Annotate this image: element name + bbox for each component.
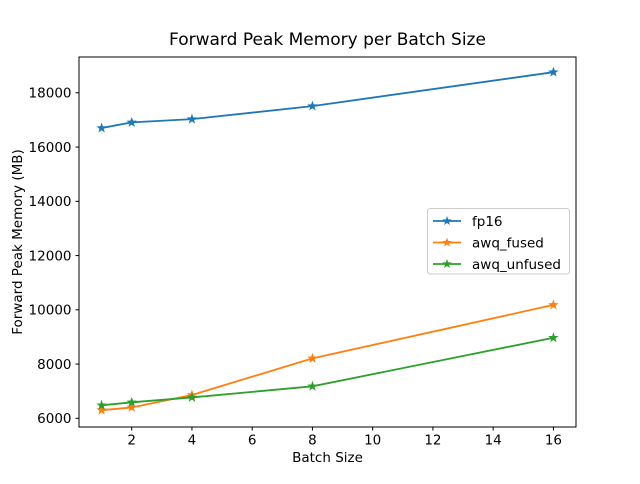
data-point-marker-awq_unfused	[548, 332, 559, 343]
legend-marker-awq_fused	[442, 237, 452, 247]
data-point-marker-awq_unfused	[96, 399, 107, 410]
x-tick-label: 10	[364, 433, 381, 449]
legend-marker-fp16	[442, 216, 452, 226]
data-point-marker-awq_unfused	[307, 380, 318, 391]
legend-item-fp16: fp16	[433, 214, 503, 230]
x-tick-label: 8	[308, 433, 317, 449]
legend-box	[427, 208, 570, 275]
y-tick-label: 14000	[29, 194, 72, 210]
x-axis-label: Batch Size	[292, 450, 363, 466]
legend-item-awq_fused: awq_fused	[433, 235, 544, 251]
chart-title: Forward Peak Memory per Batch Size	[169, 30, 486, 50]
data-point-marker-awq_fused	[96, 404, 107, 415]
legend-label-awq_unfused: awq_unfused	[472, 257, 561, 273]
plot-area: 2 4 6 8 10 12 14 16 6000 8000 10000 12000 14000 16000…	[29, 56, 577, 449]
data-point-marker-awq_fused	[126, 401, 137, 412]
y-tick-label: 10000	[29, 303, 72, 319]
y-tick-label: 8000	[37, 357, 71, 373]
y-tick-label: 16000	[29, 140, 72, 156]
legend-label-fp16: fp16	[472, 214, 503, 230]
data-point-marker-fp16	[307, 100, 318, 111]
y-axis-label: Forward Peak Memory (MB)	[10, 149, 26, 335]
data-point-marker-awq_fused	[548, 299, 559, 310]
legend-item-awq_unfused: awq_unfused	[433, 257, 561, 273]
x-tick-label: 2	[127, 433, 136, 449]
y-tick-label: 12000	[29, 248, 72, 264]
y-tick-label: 6000	[37, 411, 71, 427]
legend-marker-awq_unfused	[442, 259, 452, 269]
x-tick-label: 6	[248, 433, 257, 449]
x-tick-label: 16	[545, 433, 562, 449]
x-tick-label: 4	[188, 433, 197, 449]
y-tick-label: 18000	[29, 86, 72, 102]
legend-label-awq_fused: awq_fused	[472, 235, 544, 251]
x-tick-label: 12	[424, 433, 441, 449]
axes-spines	[78, 56, 577, 428]
data-point-marker-fp16	[186, 113, 198, 124]
data-point-marker-fp16	[126, 116, 137, 127]
data-point-marker-awq_fused	[307, 352, 318, 363]
data-point-marker-awq_unfused	[126, 396, 137, 407]
x-tick-label: 14	[485, 433, 502, 449]
data-point-marker-fp16	[548, 66, 559, 77]
data-point-marker-awq_unfused	[186, 391, 198, 402]
data-point-marker-fp16	[96, 122, 107, 133]
